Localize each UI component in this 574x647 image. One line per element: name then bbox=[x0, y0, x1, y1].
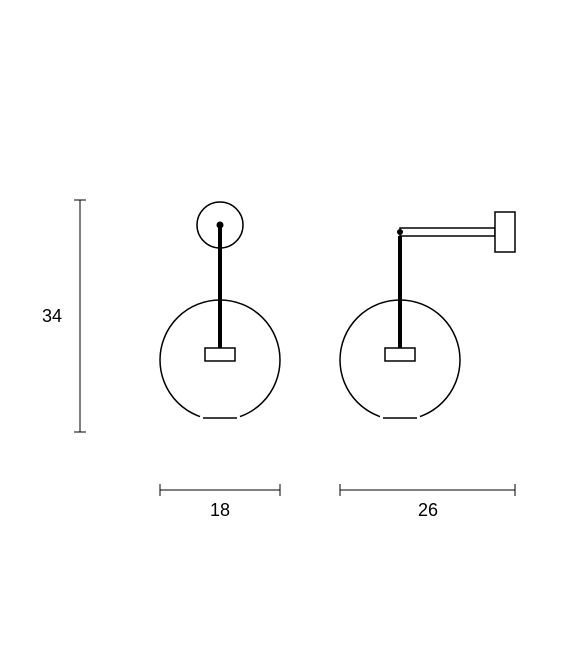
front-view bbox=[160, 202, 282, 424]
technical-drawing: 34 18 26 bbox=[0, 0, 574, 642]
dimension-lines bbox=[74, 200, 515, 496]
side-wall-mount bbox=[495, 212, 515, 252]
side-socket bbox=[385, 348, 415, 361]
side-view bbox=[340, 212, 515, 424]
side-stem-joint bbox=[397, 229, 403, 235]
drawing-svg bbox=[0, 0, 574, 642]
dim-label-front-width: 18 bbox=[210, 500, 230, 521]
front-socket bbox=[205, 348, 235, 361]
dim-label-side-depth: 26 bbox=[418, 500, 438, 521]
dim-label-height: 34 bbox=[42, 306, 62, 327]
side-arm bbox=[400, 228, 495, 236]
front-stem-top-ball bbox=[217, 222, 224, 229]
